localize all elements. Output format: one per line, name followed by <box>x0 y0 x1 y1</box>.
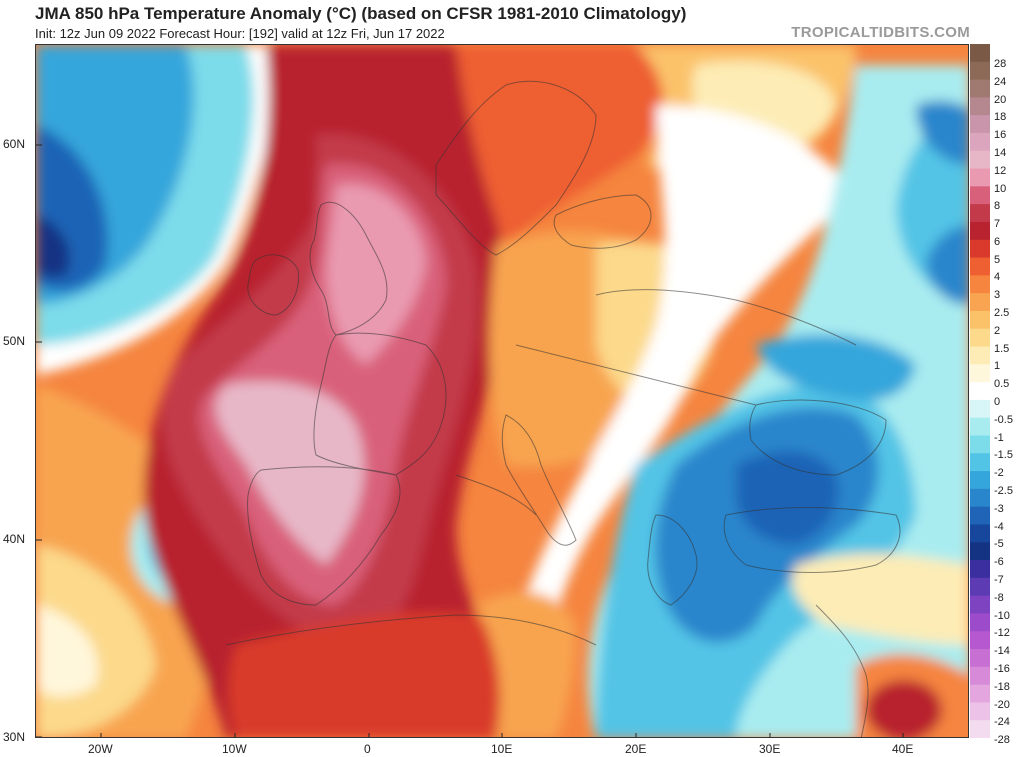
colorbar-swatch <box>970 186 990 205</box>
colorbar-swatch <box>970 506 990 525</box>
chart-title: JMA 850 hPa Temperature Anomaly (°C) (ba… <box>35 4 687 23</box>
colorbar-label: 8 <box>994 200 1001 213</box>
lon-label-40e: 40E <box>892 742 914 756</box>
colorbar-label: 20 <box>994 93 1007 106</box>
colorbar-label: -2.5 <box>994 485 1013 497</box>
colorbar-swatch <box>970 168 990 187</box>
colorbar-label: -18 <box>994 680 1010 693</box>
colorbar-swatches <box>970 44 990 738</box>
colorbar-label: 2 <box>994 324 1001 337</box>
colorbar-label: -24 <box>994 716 1010 729</box>
colorbar-swatch <box>970 221 990 241</box>
colorbar-label: -5 <box>994 538 1004 551</box>
colorbar-label: -4 <box>994 520 1004 533</box>
colorbar-label: 7 <box>994 218 1001 231</box>
colorbar-swatch <box>970 132 990 152</box>
colorbar-swatch <box>970 666 990 686</box>
colorbar-swatch <box>970 471 990 490</box>
colorbar <box>970 44 990 738</box>
colorbar-label: -1 <box>994 431 1004 444</box>
colorbar-swatch <box>970 204 990 223</box>
lat-label-50n: 50N <box>3 334 26 348</box>
colorbar-label: 28 <box>994 57 1007 70</box>
lon-label-20w: 20W <box>88 742 113 756</box>
colorbar-label: 3 <box>994 289 1001 302</box>
anomaly-map-canvas <box>36 45 968 737</box>
colorbar-swatch <box>970 97 990 116</box>
colorbar-label: -16 <box>994 662 1010 675</box>
colorbar-label: 1 <box>994 360 1001 373</box>
colorbar-swatch <box>970 613 990 632</box>
colorbar-swatch <box>970 399 990 419</box>
colorbar-label: 12 <box>994 164 1007 177</box>
colorbar-swatch <box>970 560 990 579</box>
chart-subtitle: Init: 12z Jun 09 2022 Forecast Hour: [19… <box>35 26 445 41</box>
colorbar-swatch <box>970 435 990 454</box>
colorbar-swatch <box>970 595 990 614</box>
lat-label-40n: 40N <box>3 532 26 546</box>
lon-label-30e: 30E <box>759 742 781 756</box>
colorbar-swatch <box>970 364 990 383</box>
colorbar-label: -0.5 <box>994 413 1013 426</box>
colorbar-label: -3 <box>994 502 1004 515</box>
colorbar-swatch <box>970 293 990 312</box>
anomaly-map <box>35 44 969 738</box>
colorbar-swatch <box>970 453 990 472</box>
colorbar-swatch <box>970 382 990 401</box>
colorbar-swatch <box>970 44 990 63</box>
colorbar-label: -6 <box>994 556 1004 569</box>
colorbar-swatch <box>970 328 990 348</box>
colorbar-label: -28 <box>994 734 1010 747</box>
colorbar-label: 24 <box>994 75 1007 88</box>
colorbar-label: 18 <box>994 111 1007 124</box>
colorbar-swatch <box>970 346 990 365</box>
colorbar-swatch <box>970 720 990 738</box>
colorbar-swatch <box>970 524 990 543</box>
colorbar-swatch <box>970 488 990 508</box>
lat-label-60n: 60N <box>3 137 26 151</box>
lon-label-0: 0 <box>364 742 371 756</box>
colorbar-label: 6 <box>994 235 1001 248</box>
colorbar-label: 4 <box>994 271 1001 284</box>
colorbar-swatch <box>970 310 990 330</box>
colorbar-swatch <box>970 702 990 721</box>
colorbar-label: -10 <box>994 609 1010 622</box>
colorbar-label: 10 <box>994 182 1007 195</box>
colorbar-swatch <box>970 150 990 170</box>
brand-watermark: TROPICALTIDBITS.COM <box>791 24 970 41</box>
colorbar-swatch <box>970 115 990 134</box>
colorbar-swatch <box>970 417 990 436</box>
colorbar-swatch <box>970 542 990 561</box>
colorbar-label: -1.5 <box>994 449 1013 462</box>
colorbar-label: -7 <box>994 573 1004 586</box>
colorbar-swatch <box>970 577 990 597</box>
colorbar-swatch <box>970 631 990 650</box>
colorbar-label: -12 <box>994 627 1010 640</box>
colorbar-swatch <box>970 275 990 294</box>
colorbar-swatch <box>970 649 990 668</box>
colorbar-label: -20 <box>994 698 1010 711</box>
colorbar-label: 0.5 <box>994 378 1010 391</box>
colorbar-label: -8 <box>994 591 1004 604</box>
colorbar-label: 0 <box>994 396 1001 408</box>
colorbar-swatch <box>970 257 990 276</box>
colorbar-swatch <box>970 79 990 98</box>
lat-label-30n: 30N <box>3 730 26 744</box>
lon-label-10w: 10W <box>222 742 247 756</box>
colorbar-label: 14 <box>994 146 1007 159</box>
colorbar-label: 16 <box>994 129 1007 142</box>
colorbar-label: 2.5 <box>994 307 1010 319</box>
colorbar-label: 5 <box>994 253 1001 266</box>
colorbar-swatch <box>970 61 990 81</box>
colorbar-swatch <box>970 684 990 703</box>
colorbar-label: 1.5 <box>994 342 1010 355</box>
colorbar-swatch <box>970 239 990 259</box>
lon-label-20e: 20E <box>625 742 647 756</box>
lon-label-10e: 10E <box>491 742 513 756</box>
colorbar-label: -14 <box>994 645 1010 658</box>
colorbar-label: -2 <box>994 467 1004 480</box>
